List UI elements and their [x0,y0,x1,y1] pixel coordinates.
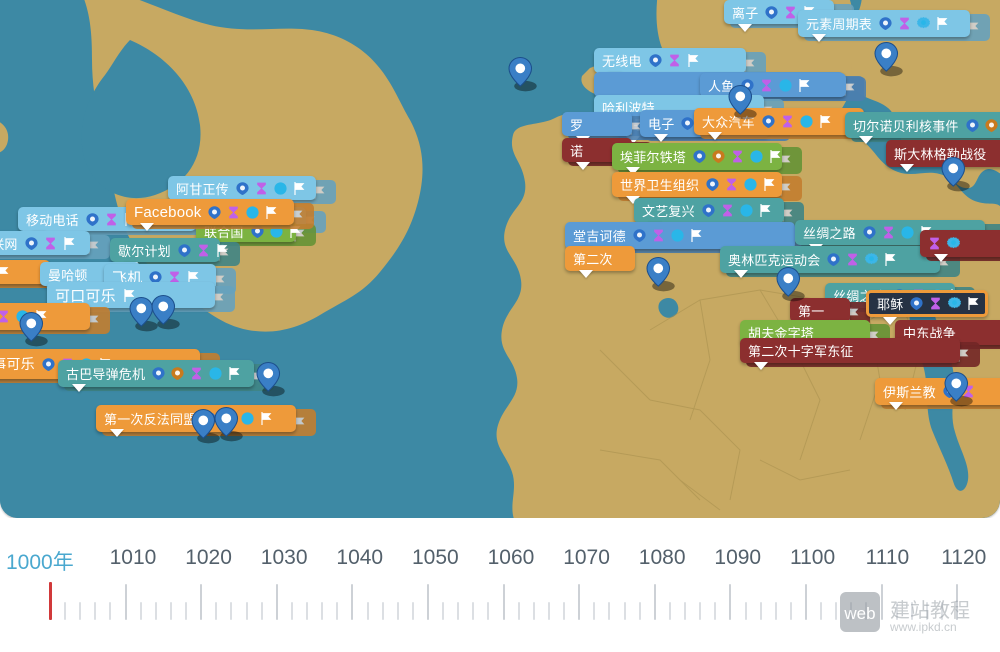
svg-text:www.ipkd.cn: www.ipkd.cn [889,620,957,634]
svg-text:建站教程: 建站教程 [890,599,970,622]
svg-text:web: web [843,604,875,623]
